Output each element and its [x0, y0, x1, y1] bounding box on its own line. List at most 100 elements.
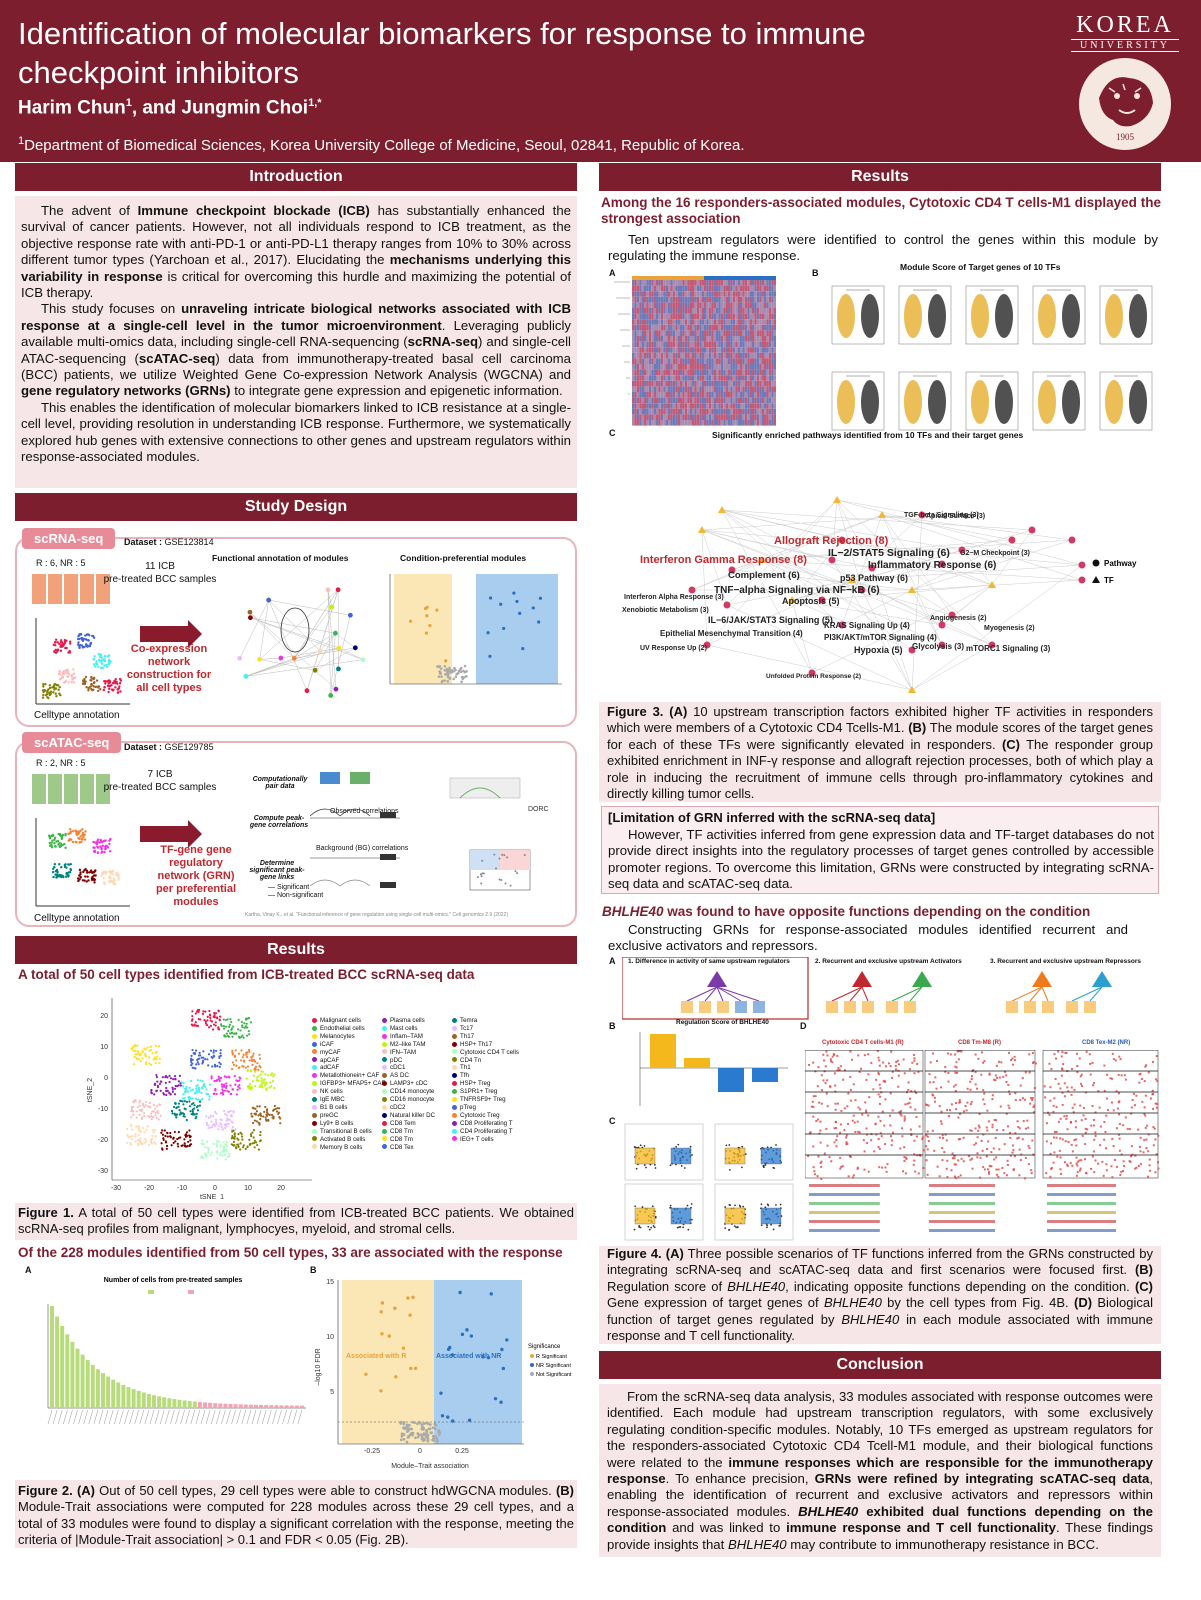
grn-heatmap-cell: [816, 1085, 819, 1088]
grn-heatmap-cell: [1024, 1156, 1027, 1159]
umap-cell: [46, 689, 49, 692]
bar: [80, 1354, 85, 1408]
heatmap-cell: [754, 319, 757, 325]
heatmap-cell: [771, 403, 774, 409]
tsne-cell: [218, 1079, 221, 1083]
heatmap-cell: [677, 364, 680, 370]
grn-annotation-line: [929, 1211, 995, 1214]
heatmap-cell: [706, 352, 709, 359]
heatmap-cell: [730, 324, 733, 331]
bar: [85, 1360, 90, 1408]
tsne-cell: [259, 1130, 262, 1134]
heatmap-cell: [744, 308, 748, 314]
umap-cell: [69, 640, 72, 643]
heatmap-cell: [771, 397, 774, 404]
heatmap-cell: [668, 358, 671, 364]
bar-tick: [124, 1409, 129, 1425]
volcano-point: [431, 1434, 435, 1438]
heatmap-cell: [648, 392, 652, 398]
heatmap-cell: [653, 330, 656, 336]
heatmap-cell: [663, 352, 666, 359]
violin-shape: [971, 380, 989, 424]
heatmap-cell: [677, 291, 680, 297]
tsne-cell: [262, 1115, 265, 1118]
heatmap-cell: [639, 291, 642, 297]
umap-cell: [58, 686, 61, 689]
violin-shape: [861, 380, 879, 424]
heatmap-cell: [651, 341, 654, 348]
tsne-cell: [173, 1112, 176, 1115]
sig-swatch: [530, 1372, 534, 1376]
grn-heatmap-cell: [834, 1084, 837, 1087]
heatmap-cell: [677, 375, 680, 381]
grn-heatmap-cell: [847, 1092, 850, 1095]
heatmap-cell: [756, 296, 760, 303]
heatmap-cell: [752, 280, 755, 286]
pathway-label: UV Response Up (2): [640, 645, 707, 652]
volcano-x-label: Module–Trait association: [391, 1463, 469, 1470]
grn-heatmap-cell: [903, 1117, 906, 1120]
heatmap-cell: [653, 408, 656, 415]
grn-heatmap-cell: [1013, 1055, 1016, 1058]
heatmap-cell: [732, 341, 736, 348]
heatmap-cell: [725, 369, 728, 376]
heatmap-cell: [641, 347, 644, 353]
grn-heatmap-cell: [850, 1099, 853, 1102]
tsne-cell: [216, 1064, 219, 1068]
violin-shape: [1105, 294, 1123, 338]
grn-heatmap-cell: [819, 1129, 822, 1132]
heatmap-cell: [677, 392, 680, 398]
grn-heatmap-cell: [1044, 1096, 1047, 1099]
legend-swatch: [382, 1073, 387, 1079]
heatmap-cell: [634, 369, 637, 376]
tsne-cell: [209, 1024, 212, 1027]
tsne-cell: [165, 1147, 168, 1150]
tsne-cell: [183, 1138, 186, 1141]
umap-cell: [105, 665, 109, 669]
tsne-cell: [251, 1063, 254, 1066]
heatmap-cell: [764, 302, 767, 308]
tsne-cell: [257, 1074, 260, 1078]
grn-heatmap-cell: [834, 1121, 837, 1124]
tsne-y-tick: -30: [98, 1168, 108, 1175]
grn-heatmap-cell: [1139, 1136, 1142, 1139]
heatmap-cell: [675, 336, 678, 342]
tsne-cell: [148, 1143, 151, 1147]
tsne-cell: [144, 1101, 148, 1104]
heatmap-cell: [725, 420, 728, 426]
heatmap-cell: [687, 397, 690, 404]
umap-cell: [71, 678, 75, 681]
heatmap-cell: [648, 296, 652, 303]
tsne-cell: [201, 1139, 204, 1142]
grn-heatmap-cell: [818, 1132, 821, 1135]
grn-heatmap-cell: [843, 1069, 846, 1072]
grn-heatmap-cell: [1066, 1163, 1069, 1166]
grn-heatmap-cell: [1057, 1120, 1060, 1123]
regulatory-region: [449, 777, 521, 799]
grn-heatmap-cell: [1147, 1150, 1150, 1153]
box-point: [766, 1203, 769, 1206]
heatmap-cell: [728, 324, 731, 331]
heatmap-cell: [766, 280, 769, 286]
regulation-edge: [1089, 986, 1103, 1002]
grn-heatmap-cell: [1126, 1127, 1129, 1130]
heatmap-cell: [677, 408, 680, 415]
grn-heatmap-cell: [817, 1118, 820, 1121]
grn-heatmap-cell: [873, 1150, 876, 1153]
heatmap-cell: [754, 291, 757, 297]
bar-tick: [134, 1409, 139, 1425]
tsne-cell: [186, 1090, 189, 1093]
umap-cell: [63, 842, 66, 846]
umap-cell: [88, 871, 91, 874]
legend-item: IFN–TAM: [382, 1049, 435, 1057]
grn-heatmap-cell: [925, 1103, 928, 1106]
heatmap-cell: [665, 414, 668, 420]
legend-swatch: [382, 1065, 387, 1071]
heatmap-cell: [646, 319, 649, 325]
umap-cell: [44, 682, 47, 686]
tsne-cell: [212, 1115, 215, 1118]
umap-cell: [78, 868, 82, 872]
umap-cell: [87, 689, 90, 692]
grn-heatmap-cell: [913, 1059, 916, 1062]
tsne-cell: [204, 1085, 207, 1088]
